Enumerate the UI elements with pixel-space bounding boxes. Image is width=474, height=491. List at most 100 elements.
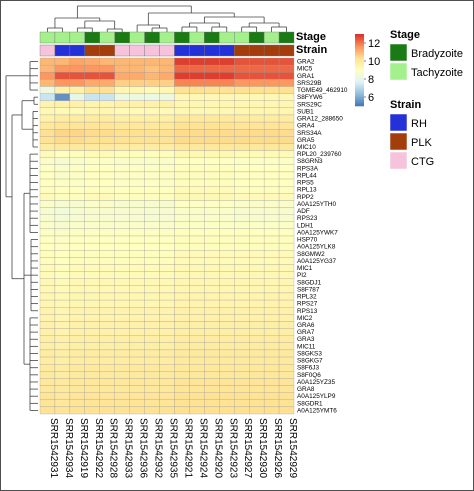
heatmap-cell — [39, 228, 56, 237]
heatmap-cell — [129, 235, 145, 244]
heatmap-cell — [39, 121, 56, 130]
heatmap-cell — [159, 406, 175, 415]
row-label: RPS5 — [297, 180, 314, 187]
heatmap-cell — [39, 221, 56, 230]
heatmap-cell — [69, 257, 85, 265]
heatmap-cell — [114, 79, 130, 87]
heatmap-cell — [219, 64, 235, 73]
heatmap-cell — [84, 371, 100, 379]
heatmap-cell — [54, 378, 71, 386]
heatmap-cell — [54, 399, 71, 408]
heatmap-cell — [84, 314, 100, 322]
heatmap-cell — [144, 278, 160, 286]
column-label: SRR1542921 — [182, 418, 193, 478]
heatmap-cell — [189, 228, 205, 237]
heatmap-cell — [234, 214, 250, 222]
heatmap-cell — [219, 378, 235, 386]
heatmap-cell — [144, 314, 160, 322]
heatmap-cell — [114, 328, 130, 336]
heatmap-cell — [39, 79, 56, 87]
heatmap-cell — [39, 292, 56, 301]
strain-annotation-cell — [234, 44, 250, 57]
heatmap-cell — [204, 264, 220, 272]
heatmap-cell — [114, 392, 130, 400]
heatmap-cell — [129, 200, 145, 208]
colorbar-segment — [355, 40, 364, 42]
heatmap-cell — [54, 100, 71, 108]
heatmap-cell — [234, 121, 250, 130]
heatmap-cell — [54, 72, 71, 80]
heatmap-cell — [69, 164, 85, 173]
heatmap-cell — [263, 72, 280, 80]
heatmap-cell — [204, 207, 220, 215]
heatmap-cell — [263, 121, 280, 130]
heatmap-cell — [159, 100, 175, 108]
row-label: RPS3A — [297, 165, 319, 172]
heatmap-cell — [54, 264, 71, 272]
heatmap-cell — [249, 378, 265, 386]
colorbar-segment — [355, 41, 364, 44]
strain-annotation-track — [39, 44, 295, 57]
heatmap-cell — [99, 121, 115, 130]
heatmap-cell — [144, 292, 160, 301]
column-label: SRR1542924 — [197, 418, 208, 478]
heatmap-cell — [54, 207, 71, 215]
heatmap-cell — [54, 364, 71, 372]
stage-annotation-cell — [219, 31, 235, 44]
heatmap-cell — [278, 257, 295, 265]
heatmap-cell — [99, 100, 115, 108]
heatmap-cell — [129, 64, 145, 73]
heatmap-cell — [189, 242, 205, 251]
heatmap-cell — [54, 242, 71, 251]
row-label: RPL32 — [297, 294, 317, 301]
heatmap-cell — [159, 392, 175, 400]
heatmap-cell — [129, 171, 145, 180]
row-label: RPS23 — [297, 215, 318, 222]
heatmap-cell — [278, 121, 295, 130]
row-label: S8GDJ1 — [297, 279, 322, 286]
heatmap-cell — [189, 214, 205, 222]
heatmap-cell — [263, 157, 280, 165]
heatmap-cell — [84, 392, 100, 400]
heatmap-cell — [114, 321, 130, 329]
heatmap-cell — [263, 335, 280, 343]
heatmap-cell — [263, 242, 280, 251]
heatmap-cell — [249, 328, 265, 336]
heatmap-cell — [144, 257, 160, 265]
heatmap-cell — [129, 385, 145, 393]
heatmap-cell — [278, 299, 295, 308]
heatmap-cell — [234, 278, 250, 286]
heatmap-cell — [84, 143, 100, 151]
heatmap-cell — [39, 257, 56, 265]
heatmap-cell — [249, 257, 265, 265]
heatmap-cell — [114, 121, 130, 130]
heatmap-cell — [204, 299, 220, 308]
row-label: S8F0Q6 — [297, 372, 321, 379]
heatmap-cell — [99, 321, 115, 329]
heatmap-cell — [174, 278, 190, 286]
heatmap-cell — [144, 100, 160, 108]
heatmap-cell — [84, 93, 100, 101]
heatmap-cell — [159, 186, 175, 194]
heatmap-cell — [189, 321, 205, 329]
stage-annotation-cell — [159, 31, 175, 44]
heatmap-cell — [144, 349, 160, 358]
heatmap-cell — [114, 221, 130, 230]
heatmap-cell — [278, 264, 295, 272]
heatmap-cell — [219, 93, 235, 101]
row-label: MIC5 — [297, 66, 313, 73]
heatmap-cell — [234, 406, 250, 415]
heatmap-cell — [114, 378, 130, 386]
heatmap-cell — [54, 228, 71, 237]
row-label: GRA1 — [297, 73, 315, 80]
heatmap-cell — [129, 186, 145, 194]
heatmap-cell — [204, 378, 220, 386]
heatmap-cell — [114, 164, 130, 173]
column-label: SRR1542934 — [63, 418, 74, 478]
heatmap-cell — [204, 129, 220, 137]
heatmap-cell — [84, 257, 100, 265]
heatmap-cell — [234, 364, 250, 372]
heatmap-cell — [174, 107, 190, 116]
heatmap-cell — [129, 271, 145, 279]
heatmap-cell — [234, 292, 250, 301]
